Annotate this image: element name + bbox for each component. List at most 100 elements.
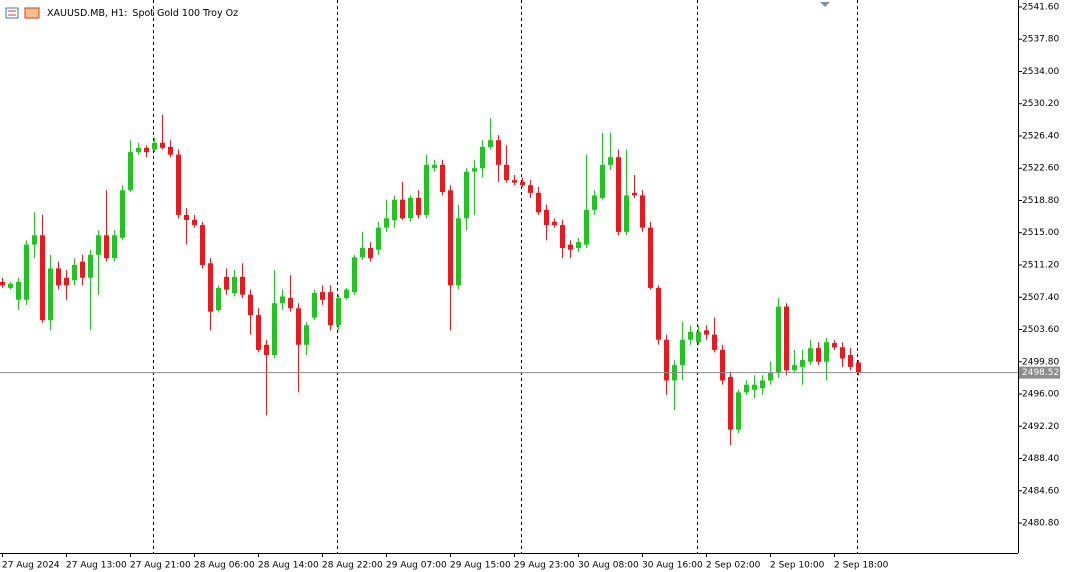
candle-body — [800, 360, 805, 367]
candle-body — [760, 380, 765, 389]
candle-body — [72, 264, 77, 281]
candle-body — [664, 339, 669, 381]
last-price-box — [1019, 366, 1060, 379]
candle-body — [128, 152, 133, 191]
candle-body — [176, 154, 181, 215]
candle-body — [296, 308, 301, 345]
candle-body — [272, 303, 277, 355]
candle-body — [792, 365, 797, 371]
x-tick-label: 29 Aug 23:00 — [514, 561, 575, 571]
candle-body — [432, 164, 437, 169]
candle-body — [336, 298, 341, 326]
candle-body — [16, 281, 21, 300]
y-tick-label: 2492.20 — [1022, 422, 1059, 432]
y-tick-label: 2534.00 — [1022, 67, 1059, 77]
candle-body — [608, 157, 613, 165]
candle-body — [848, 354, 853, 367]
candle-body — [464, 171, 469, 219]
candle-body — [280, 296, 285, 304]
candle-body — [104, 235, 109, 259]
candle-body — [328, 292, 333, 326]
candle-body — [696, 332, 701, 343]
candle-body — [528, 185, 533, 193]
x-tick-label: 30 Aug 16:00 — [642, 561, 703, 571]
candle-body — [312, 293, 317, 318]
candle-body — [448, 190, 453, 286]
description: Spot Gold 100 Troy Oz — [132, 8, 238, 19]
candle-body — [32, 235, 37, 245]
shift-marker — [820, 2, 830, 7]
candle-body — [80, 261, 85, 278]
symbol-icon — [5, 7, 40, 19]
y-tick-label: 2526.40 — [1022, 131, 1059, 141]
candle-body — [472, 168, 477, 172]
candle-body — [392, 199, 397, 221]
candle-body — [632, 192, 637, 196]
y-tick-label: 2511.20 — [1022, 260, 1059, 270]
x-tick-label: 2 Sep 18:00 — [834, 561, 889, 571]
candle-body — [720, 349, 725, 381]
candle-body — [240, 276, 245, 295]
candle-body — [752, 384, 757, 390]
x-tick-label: 2 Sep 02:00 — [706, 561, 761, 571]
candle-body — [536, 192, 541, 213]
candle-body — [216, 287, 221, 310]
candle-body — [504, 164, 509, 181]
candle-body — [768, 372, 773, 381]
candle-body — [496, 140, 501, 165]
candle-body — [136, 147, 141, 153]
candle-body — [480, 147, 485, 169]
candle-body — [368, 248, 373, 259]
candle-body — [584, 209, 589, 245]
y-tick-label: 2507.40 — [1022, 293, 1059, 303]
candle-body — [648, 227, 653, 288]
candle-body — [120, 190, 125, 238]
candle-body — [544, 209, 549, 226]
candle-body — [224, 276, 229, 290]
y-tick-label: 2518.80 — [1022, 196, 1059, 206]
candle-body — [440, 164, 445, 193]
y-tick-label: 2522.60 — [1022, 164, 1059, 174]
candle-body — [416, 197, 421, 215]
candle-body — [200, 225, 205, 265]
candle-body — [656, 287, 661, 340]
last-price-label: 2498.52 — [1022, 368, 1059, 378]
x-tick-label: 30 Aug 08:00 — [578, 561, 639, 571]
candle-body — [728, 377, 733, 430]
candle-body — [320, 292, 325, 300]
candle-body — [520, 181, 525, 186]
y-tick-label: 2537.80 — [1022, 35, 1059, 45]
candle-body — [776, 306, 781, 373]
period-separators — [153, 0, 858, 553]
candle-body — [784, 306, 789, 371]
candle-body — [376, 227, 381, 250]
candle-body — [616, 157, 621, 232]
candle-body — [248, 294, 253, 316]
y-tick-label: 2499.80 — [1022, 357, 1059, 367]
candle-body — [816, 348, 821, 362]
candle-body — [256, 315, 261, 350]
candle-body — [208, 263, 213, 312]
x-tick-label: 28 Aug 22:00 — [322, 561, 383, 571]
y-tick-label: 2503.60 — [1022, 325, 1059, 335]
candle-body — [712, 334, 717, 350]
candle-body — [144, 147, 149, 153]
candle-body — [832, 343, 837, 348]
y-tick-label: 2488.40 — [1022, 454, 1059, 464]
candle-body — [304, 325, 309, 345]
candle-body — [360, 248, 365, 258]
candle-body — [704, 330, 709, 335]
candle-body — [624, 195, 629, 232]
x-tick-label: 27 Aug 2024 — [2, 561, 60, 571]
candle-body — [552, 221, 557, 226]
candle-body — [680, 339, 685, 366]
candle-body — [736, 392, 741, 430]
candle-body — [568, 244, 573, 250]
x-tick-label: 29 Aug 07:00 — [386, 561, 447, 571]
y-tick-label: 2480.80 — [1022, 519, 1059, 529]
candle-body — [264, 344, 269, 355]
y-tick-label: 2484.60 — [1022, 486, 1059, 496]
icon — [5, 7, 19, 19]
candle-body — [56, 268, 61, 286]
y-tick-label: 2496.00 — [1022, 390, 1059, 400]
